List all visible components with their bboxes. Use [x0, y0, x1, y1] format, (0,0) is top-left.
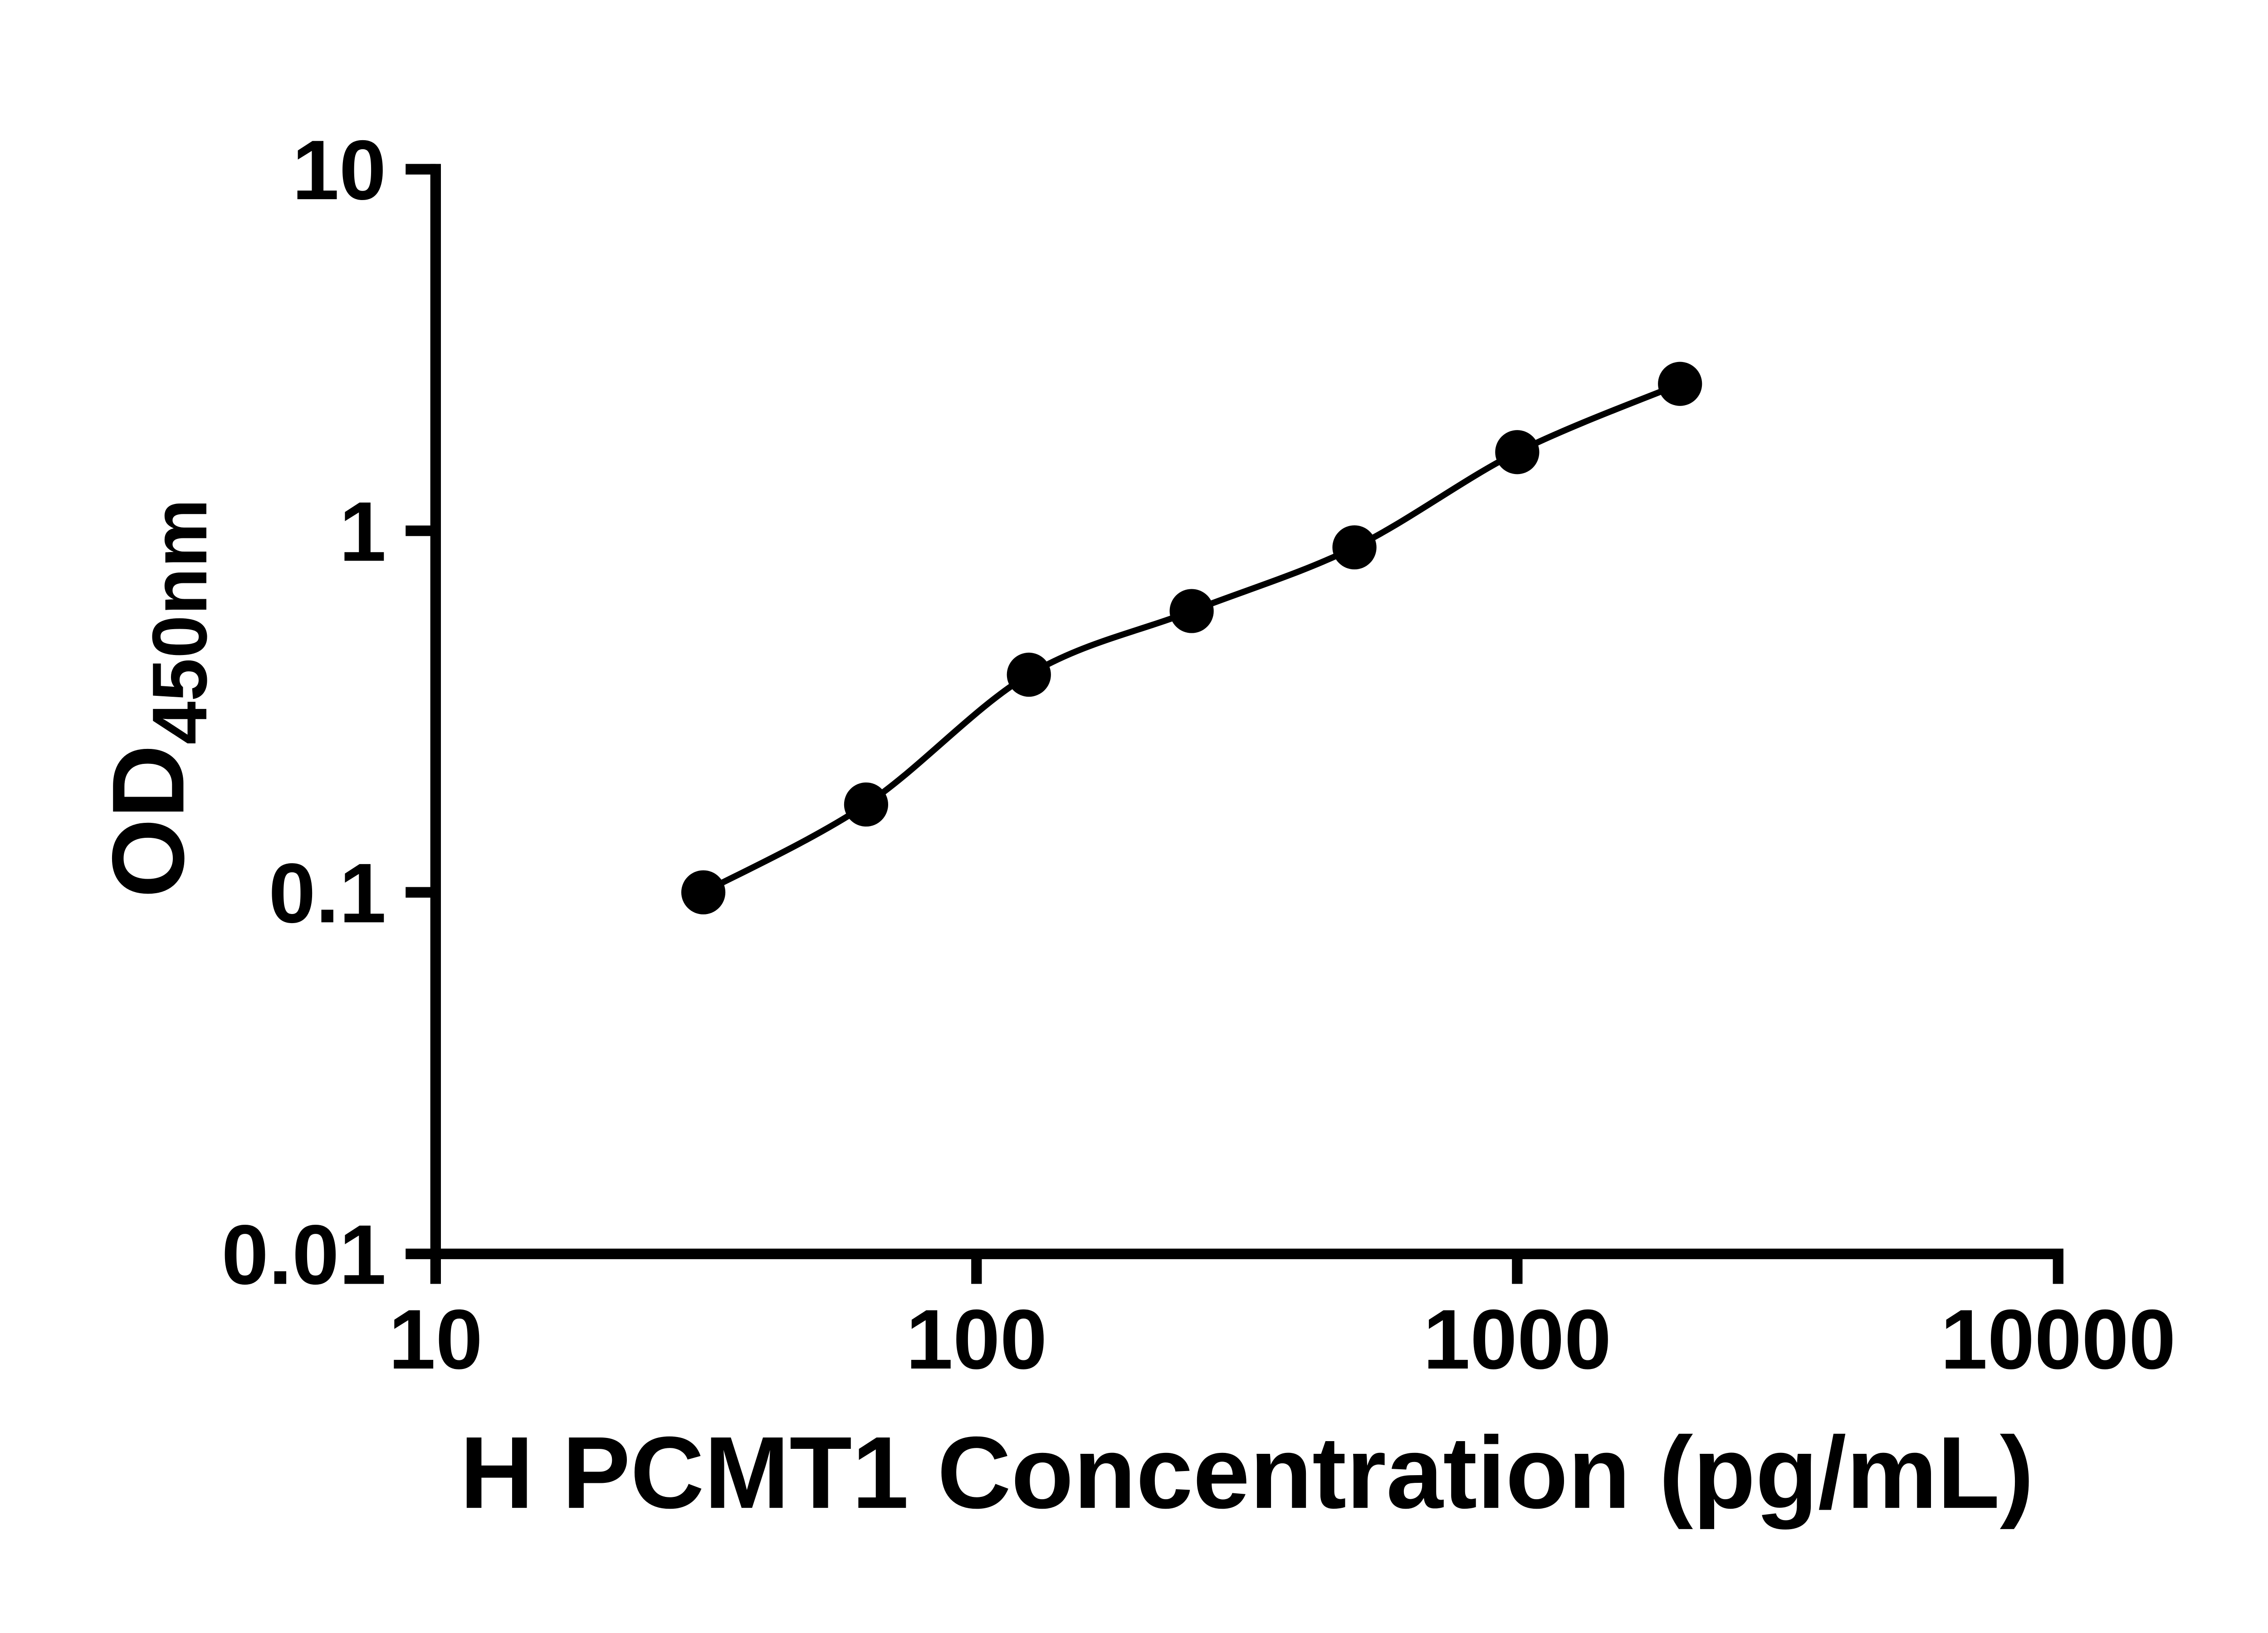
x-ticks-group: 10 100 1000 10000	[389, 1254, 2176, 1387]
y-ticks-group: 0.01 0.1 1 10	[221, 122, 436, 1302]
data-point-marker	[1332, 525, 1377, 570]
axes-group	[430, 164, 2063, 1259]
data-point-marker	[1658, 362, 1702, 406]
data-point-marker	[681, 870, 726, 914]
data-point-marker	[1495, 430, 1540, 474]
data-point-marker	[1007, 652, 1051, 697]
y-axis-title: OD450nm	[91, 499, 223, 898]
y-axis-title-main: OD	[91, 744, 205, 898]
y-axis-title-sub: 450nm	[137, 499, 223, 744]
data-points-group	[681, 362, 1702, 914]
x-tick-label: 100	[906, 1292, 1047, 1387]
y-tick-label: 0.01	[221, 1207, 386, 1302]
data-point-marker	[844, 782, 889, 827]
y-tick-label: 0.1	[269, 846, 386, 940]
y-tick-label: 10	[292, 122, 386, 217]
x-axis-title: H PCMT1 Concentration (pg/mL)	[460, 1415, 2034, 1530]
x-tick-label: 10	[389, 1292, 483, 1387]
x-tick-label: 1000	[1423, 1292, 1611, 1387]
x-tick-label: 10000	[1941, 1292, 2176, 1387]
data-point-marker	[1169, 589, 1214, 633]
axis-line	[430, 164, 2063, 1259]
y-tick-label: 1	[339, 484, 386, 579]
